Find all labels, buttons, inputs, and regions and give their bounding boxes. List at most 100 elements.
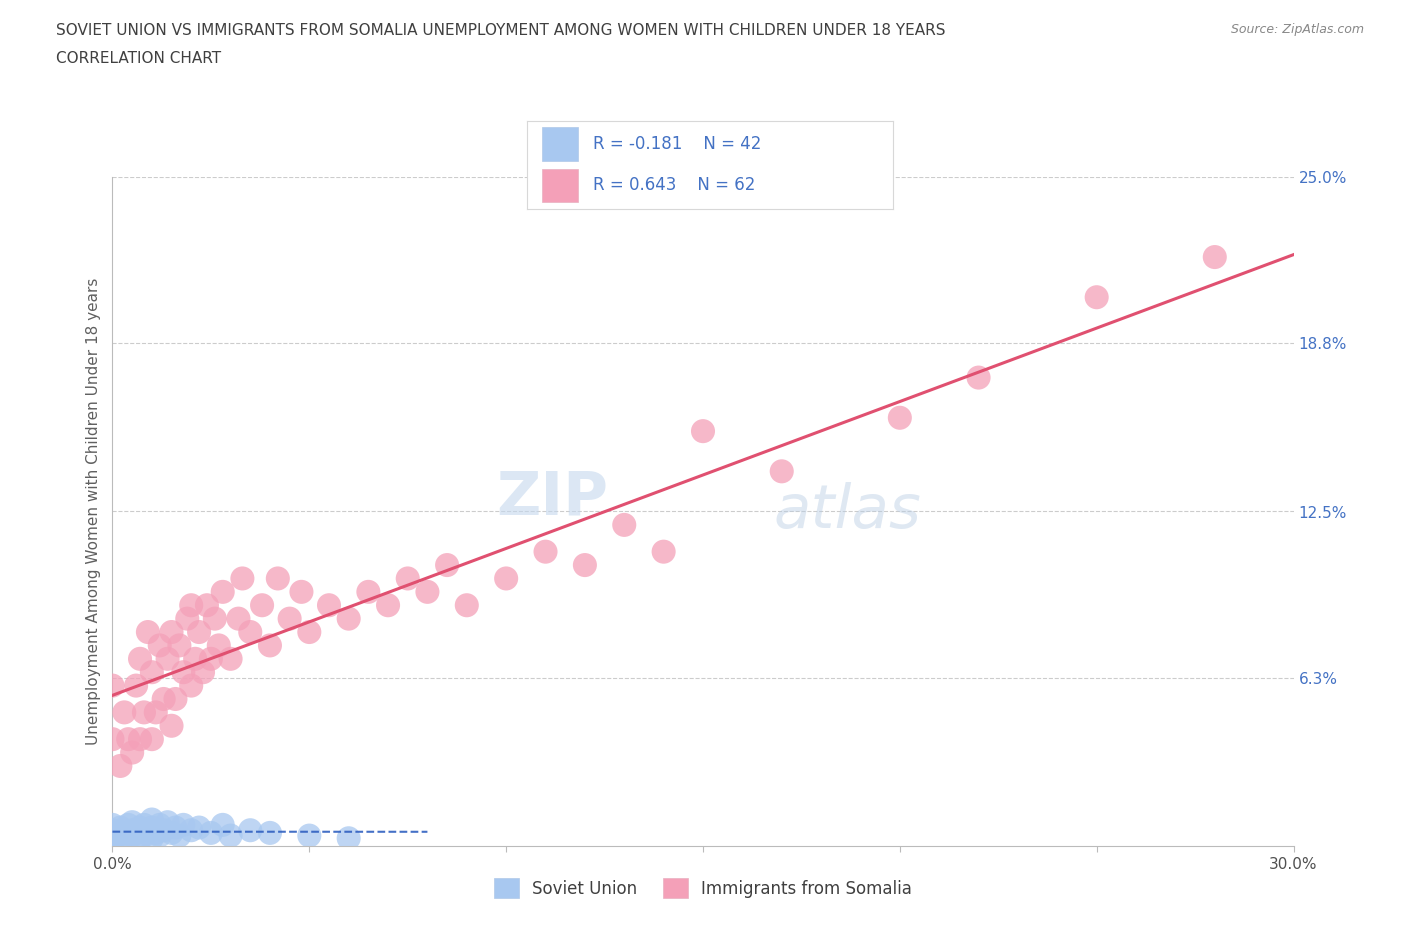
Point — [337, 611, 360, 626]
Point — [456, 598, 478, 613]
Point — [101, 678, 124, 693]
Point — [101, 830, 124, 845]
Point — [112, 705, 135, 720]
Point — [101, 823, 124, 838]
Point — [132, 828, 155, 843]
Point — [211, 584, 233, 599]
Point — [191, 665, 214, 680]
Point — [101, 839, 124, 854]
Point — [195, 598, 218, 613]
Point — [416, 584, 439, 599]
Point — [121, 745, 143, 760]
Point — [125, 826, 148, 841]
Point — [160, 826, 183, 841]
Point — [141, 820, 163, 835]
Point — [259, 638, 281, 653]
Point — [1204, 249, 1226, 264]
Point — [396, 571, 419, 586]
Point — [267, 571, 290, 586]
Point — [125, 678, 148, 693]
Point — [534, 544, 557, 559]
Point — [250, 598, 273, 613]
Point — [149, 828, 172, 843]
Point — [357, 584, 380, 599]
Point — [110, 820, 132, 835]
FancyBboxPatch shape — [541, 127, 578, 161]
Point — [188, 820, 211, 835]
Point — [156, 815, 179, 830]
Point — [141, 732, 163, 747]
Point — [101, 826, 124, 841]
Point — [231, 571, 253, 586]
Point — [180, 678, 202, 693]
Point — [121, 823, 143, 838]
Legend: Soviet Union, Immigrants from Somalia: Soviet Union, Immigrants from Somalia — [488, 871, 918, 905]
Point — [165, 692, 187, 707]
Point — [652, 544, 675, 559]
Point — [145, 705, 167, 720]
Text: Source: ZipAtlas.com: Source: ZipAtlas.com — [1230, 23, 1364, 36]
Point — [101, 817, 124, 832]
Point — [129, 651, 152, 666]
Point — [239, 625, 262, 640]
Point — [436, 558, 458, 573]
Point — [259, 826, 281, 841]
Point — [169, 638, 191, 653]
Point — [136, 625, 159, 640]
Point — [145, 826, 167, 841]
Point — [117, 817, 139, 832]
Point — [180, 823, 202, 838]
Point — [278, 611, 301, 626]
Point — [495, 571, 517, 586]
Point — [176, 611, 198, 626]
Point — [132, 705, 155, 720]
Point — [169, 828, 191, 843]
Point — [141, 812, 163, 827]
Point — [290, 584, 312, 599]
Point — [156, 651, 179, 666]
Point — [121, 828, 143, 843]
Point — [318, 598, 340, 613]
Point — [692, 424, 714, 439]
Point — [136, 823, 159, 838]
Point — [152, 823, 174, 838]
Point — [160, 718, 183, 733]
Point — [112, 826, 135, 841]
Point — [180, 598, 202, 613]
Point — [228, 611, 250, 626]
Y-axis label: Unemployment Among Women with Children Under 18 years: Unemployment Among Women with Children U… — [86, 278, 101, 745]
Point — [184, 651, 207, 666]
Text: atlas: atlas — [773, 482, 922, 541]
Point — [211, 817, 233, 832]
Point — [770, 464, 793, 479]
Point — [149, 638, 172, 653]
Point — [129, 820, 152, 835]
Point — [172, 665, 194, 680]
Text: R = -0.181    N = 42: R = -0.181 N = 42 — [593, 135, 762, 153]
Point — [101, 828, 124, 843]
Point — [129, 830, 152, 845]
Point — [200, 651, 222, 666]
Point — [132, 817, 155, 832]
Point — [121, 815, 143, 830]
Point — [117, 732, 139, 747]
Point — [239, 823, 262, 838]
Point — [298, 828, 321, 843]
Point — [574, 558, 596, 573]
Point — [967, 370, 990, 385]
Point — [101, 732, 124, 747]
Point — [219, 828, 242, 843]
Point — [188, 625, 211, 640]
Point — [889, 410, 911, 425]
Point — [160, 625, 183, 640]
Point — [117, 830, 139, 845]
Point — [129, 732, 152, 747]
Point — [152, 692, 174, 707]
Point — [110, 759, 132, 774]
Point — [219, 651, 242, 666]
Point — [613, 517, 636, 532]
Point — [172, 817, 194, 832]
Point — [101, 833, 124, 848]
Point — [141, 830, 163, 845]
Point — [110, 833, 132, 848]
